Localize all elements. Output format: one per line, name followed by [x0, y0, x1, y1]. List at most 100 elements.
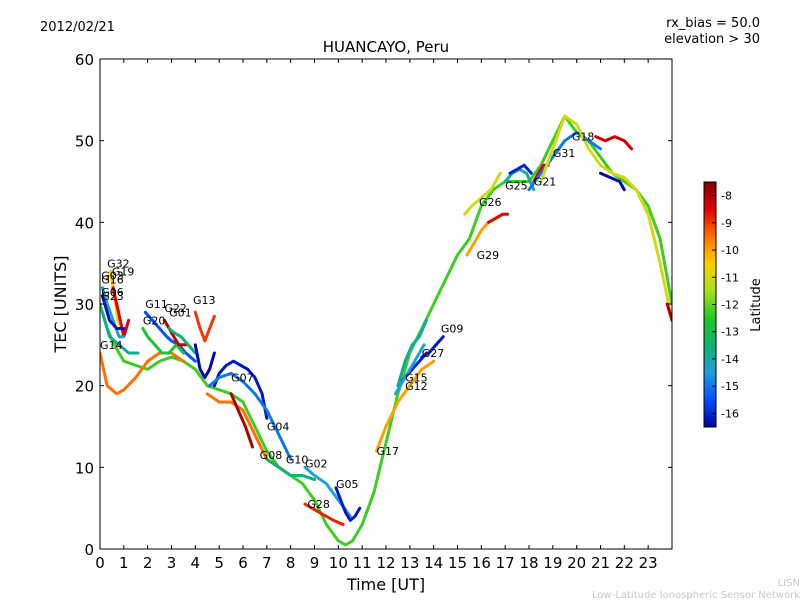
series-line-g25b	[508, 163, 533, 175]
series-line-g13b	[193, 343, 216, 379]
y-tick-label: 20	[75, 378, 94, 396]
series-line-g10	[265, 457, 316, 482]
colorbar-tick-label: -13	[721, 326, 739, 339]
satellite-label-g06: G06	[101, 286, 124, 299]
x-tick-label: 22	[615, 554, 634, 572]
colorbar-title: Latitude	[749, 278, 764, 332]
footer-lisn: LISN	[778, 578, 800, 589]
series-line-g27	[420, 335, 445, 359]
series-line-g29b	[487, 212, 510, 224]
series-line-g16	[100, 294, 126, 330]
satellite-label-g07: G07	[231, 372, 254, 385]
satellite-label-g11: G11	[145, 298, 168, 311]
series-line-g11	[143, 310, 197, 363]
satellite-label-g32: G32	[107, 257, 130, 270]
y-tick-label: 50	[75, 133, 94, 151]
satellite-label-g09: G09	[441, 323, 464, 336]
satellite-label-g16: G16	[101, 274, 124, 287]
series-line-g31b	[665, 302, 672, 322]
satellite-label-g19: G19	[112, 265, 135, 278]
series-line-g18	[594, 135, 633, 151]
x-tick-label: 0	[95, 554, 105, 572]
series-line-g31	[527, 131, 602, 192]
series-line-g13	[193, 310, 216, 343]
x-tick-label: 8	[286, 554, 296, 572]
x-tick-label: 13	[400, 554, 419, 572]
satellite-label-g25: G25	[505, 180, 528, 193]
x-tick-label: 20	[567, 554, 586, 572]
colorbar-tick-label: -10	[721, 244, 739, 257]
series-line-g01	[167, 327, 197, 355]
x-axis-title: Time [UT]	[346, 575, 425, 594]
x-tick-label: 7	[262, 554, 272, 572]
satellite-label-g01: G01	[169, 306, 192, 319]
colorbar-tick-label: -9	[721, 217, 732, 230]
colorbar-tick-label: -14	[721, 353, 739, 366]
satellite-label-g20: G20	[143, 314, 166, 327]
satellite-label-g14: G14	[100, 339, 123, 352]
satellite-label-g15: G15	[405, 372, 428, 385]
x-tick-label: 14	[424, 554, 443, 572]
elevation-label: elevation > 30	[664, 32, 760, 47]
x-tick-label: 23	[639, 554, 658, 572]
x-tick-label: 10	[329, 554, 348, 572]
x-tick-label: 17	[496, 554, 515, 572]
axis-layer: 0 1 2 3 4 5 6 7 8 9 10 11 12 13 14 15 16 17 18 19 20 21 22 2301…	[75, 51, 672, 572]
satellite-label-g21: G21	[534, 176, 557, 189]
satellite-label-g08: G08	[260, 449, 283, 462]
series-line-g22	[162, 318, 188, 347]
series-line-g28	[303, 502, 345, 526]
series-line-g12	[394, 343, 426, 396]
satellite-label-g27: G27	[422, 347, 445, 360]
series-line-g19	[111, 286, 131, 339]
footer-network: Low-Latitude Ionospheric Sensor Network	[592, 590, 800, 600]
colorbar-tick-label: -15	[721, 380, 739, 393]
x-tick-label: 3	[167, 554, 177, 572]
series-line-g18b	[599, 171, 626, 192]
series-line-g04	[208, 371, 293, 461]
y-tick-label: 0	[84, 541, 94, 559]
series-layer	[100, 114, 672, 547]
series-line-g08b	[229, 392, 254, 449]
rx-bias-label: rx_bias = 50.0	[666, 16, 760, 31]
satellite-label-g26: G26	[479, 196, 502, 209]
x-tick-label: 1	[119, 554, 129, 572]
series-line-g03	[100, 286, 126, 339]
x-tick-label: 11	[353, 554, 372, 572]
x-tick-label: 15	[448, 554, 467, 572]
x-tick-label: 4	[191, 554, 201, 572]
x-tick-label: 9	[310, 554, 320, 572]
satellite-label-g12: G12	[405, 380, 428, 393]
x-tick-label: 6	[238, 554, 248, 572]
satellite-label-g10: G10	[286, 453, 309, 466]
satellite-label-g28: G28	[307, 498, 330, 511]
x-tick-label: 12	[376, 554, 395, 572]
series-line-g06	[100, 310, 140, 355]
x-tick-label: 19	[543, 554, 562, 572]
date-label: 2012/02/21	[40, 20, 115, 35]
series-line-g20	[141, 327, 185, 355]
x-tick-label: 16	[472, 554, 491, 572]
series-line-g09	[396, 318, 428, 388]
series-line-g14	[100, 114, 672, 547]
y-tick-label: 10	[75, 459, 94, 477]
series-line-g05	[334, 486, 362, 522]
colorbar-tick-label: -11	[721, 271, 739, 284]
series-line-g07	[212, 359, 269, 420]
series-line-g17	[375, 359, 436, 453]
satellite-label-g13: G13	[193, 294, 216, 307]
series-line-g23	[100, 351, 185, 396]
colorbar-tick-label: -8	[721, 190, 732, 203]
satellite-label-g18: G18	[572, 131, 595, 144]
x-tick-label: 2	[143, 554, 153, 572]
x-tick-label: 5	[214, 554, 224, 572]
satellite-label-g04: G04	[267, 421, 290, 434]
satellite-label-g22: G22	[164, 302, 187, 315]
satellite-label-g23: G23	[101, 290, 124, 303]
colorbar-tick-label: -16	[721, 407, 739, 420]
satellite-label-g29: G29	[477, 249, 500, 262]
series-line-g18c	[539, 114, 672, 322]
satellite-label-g31: G31	[553, 147, 576, 160]
